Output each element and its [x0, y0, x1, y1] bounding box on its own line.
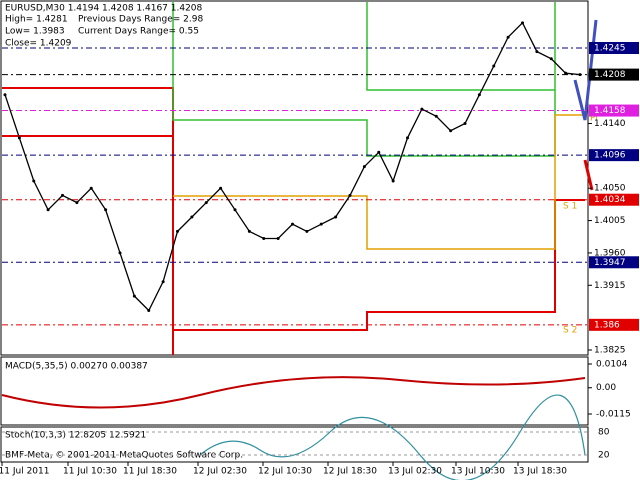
price-point: [362, 165, 366, 169]
price-point: [204, 201, 208, 205]
price-marker-label: 1.4034: [594, 195, 626, 205]
pivot-line-green: [366, 2, 555, 91]
pivot-lines-orange: [173, 114, 585, 250]
price-point: [377, 150, 381, 154]
price-point: [564, 71, 568, 75]
price-point: [449, 129, 453, 133]
time-label: 13 Jul 10:30: [451, 467, 505, 477]
price-tick-label: 1.4005: [594, 216, 626, 226]
stoch-tick-label: 20: [598, 451, 610, 461]
time-label: 13 Jul 02:30: [388, 467, 442, 477]
pivot-label: Pi: [590, 114, 598, 124]
time-label: 12 Jul 18:30: [323, 467, 377, 477]
symbol-line: EURUSD,M30 1.4194 1.4208 1.4167 1.4208: [5, 4, 203, 14]
price-point: [276, 237, 280, 241]
price-point: [233, 208, 237, 212]
price-marker-label: 1.4096: [594, 151, 626, 161]
price-point: [477, 93, 481, 97]
pivot-label: S 2: [563, 326, 577, 336]
price-point: [521, 21, 524, 25]
time-label: 13 Jul 18:30: [513, 467, 567, 477]
stoch-panel: [0, 426, 589, 463]
price-marker-label: 1.4245: [594, 44, 626, 54]
price-point: [46, 208, 50, 212]
price-tick-label: 1.3825: [594, 346, 626, 356]
time-label: 12 Jul 10:30: [258, 467, 312, 477]
price-tick-label: 1.3960: [594, 248, 626, 258]
price-point: [262, 237, 266, 241]
price-marker-label: 1.4208: [594, 70, 626, 80]
forecast-arrow-red: [583, 159, 594, 191]
time-label: 12 Jul 02:30: [193, 467, 247, 477]
price-point: [492, 64, 496, 68]
price-point: [61, 193, 64, 197]
time-label: 11 Jul 2011: [0, 467, 49, 477]
price-point: [535, 50, 539, 54]
macd-tick-label: 0.0104: [596, 360, 628, 370]
price-point: [406, 136, 409, 140]
price-point: [420, 107, 424, 111]
price-tick-label: 1.4140: [594, 119, 626, 129]
stoch-tick-label: 80: [598, 428, 610, 438]
price-marker-label: 1.3947: [594, 258, 626, 268]
price-point: [161, 280, 165, 284]
price-marker-label: 1.4158: [594, 106, 626, 116]
macd-signal: [1, 376, 586, 409]
price-point: [305, 229, 309, 233]
stoch-line: [199, 394, 586, 480]
price-point: [506, 35, 510, 39]
price-point: [176, 229, 179, 233]
price-point: [391, 179, 395, 183]
price-point: [75, 201, 79, 205]
macd-panel: [0, 356, 589, 426]
price-box: [589, 149, 639, 162]
price-box: [589, 68, 639, 81]
price-point: [17, 136, 21, 140]
low: Low= 1.3983: [5, 27, 65, 37]
price-point: [132, 294, 136, 298]
time-label: 11 Jul 18:30: [123, 467, 177, 477]
price-box: [589, 104, 639, 117]
macd-tick-label: -0.0115: [596, 410, 631, 420]
price-point: [118, 251, 122, 255]
price-box: [589, 256, 639, 269]
price-point: [89, 186, 93, 190]
price-point: [463, 122, 467, 125]
price-point: [434, 114, 438, 118]
macd-label: MACD(5,35,5) 0.00270 0.00387: [5, 362, 148, 372]
price-tick-label: 1.4050: [594, 184, 626, 194]
price-point: [219, 186, 223, 190]
price-point: [578, 73, 582, 77]
close: Close= 1.4209: [5, 39, 72, 49]
price-box: [589, 318, 639, 331]
price-point: [247, 229, 251, 233]
prev-range: Previous Days Range= 2.98: [78, 15, 203, 25]
high: High= 1.4281: [5, 15, 68, 25]
price-point: [147, 308, 151, 312]
curr-range: Current Days Range= 0.55: [78, 27, 199, 37]
price-box: [589, 42, 639, 54]
price-point: [190, 215, 194, 219]
price-point: [334, 215, 338, 219]
price-point: [104, 208, 108, 212]
price-marker-label: 1.386: [594, 320, 620, 330]
time-label: 11 Jul 10:30: [63, 467, 117, 477]
macd-tick-label: 0.00: [596, 383, 616, 393]
pivot-label: S 1: [563, 202, 577, 212]
price-point: [3, 93, 7, 97]
price-point: [549, 57, 553, 61]
price-box: [589, 193, 639, 206]
price-point: [319, 222, 323, 226]
price-tick-label: 1.3915: [594, 281, 626, 291]
price-point: [32, 179, 36, 183]
stoch-label: Stoch(10,3,3) 12.8205 12.5921: [5, 431, 146, 441]
price-point: [348, 193, 352, 197]
price-point: [291, 222, 294, 226]
